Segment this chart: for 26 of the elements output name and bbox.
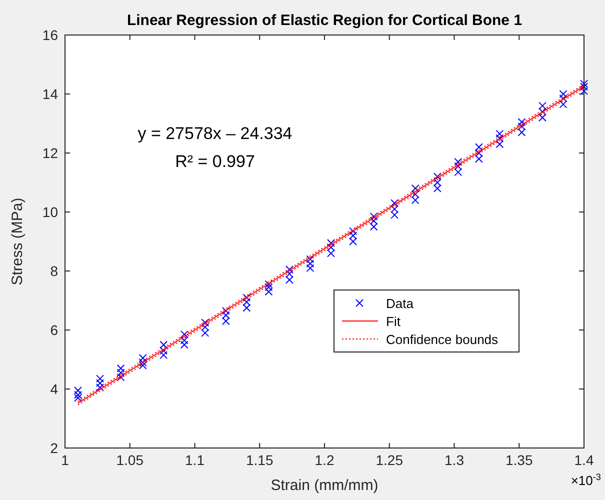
x-tick-label: 1.05 <box>116 452 144 468</box>
chart-title: Linear Regression of Elastic Region for Cortical Bone 1 <box>126 12 522 29</box>
legend-label: Confidence bounds <box>386 332 499 347</box>
x-tick-label: 1.35 <box>506 452 533 468</box>
x-tick-label: 1.2 <box>314 452 334 468</box>
legend-label: Fit <box>386 314 401 329</box>
y-tick-label: 4 <box>50 381 58 397</box>
x-axis-title: Strain (mm/mm) <box>270 477 378 494</box>
x-tick-label: 1.4 <box>574 452 594 468</box>
annotation: R² = 0.997 <box>175 152 255 171</box>
y-tick-label: 10 <box>42 204 58 220</box>
y-tick-label: 16 <box>42 27 58 43</box>
legend-label: Data <box>386 296 414 311</box>
annotation: y = 27578x – 24.334 <box>138 124 292 143</box>
x-tick-label: 1.1 <box>185 452 205 468</box>
y-tick-label: 2 <box>50 440 58 456</box>
y-tick-label: 8 <box>50 263 58 279</box>
x-tick-label: 1.3 <box>444 452 464 468</box>
x-tick-label: 1.25 <box>376 452 404 468</box>
y-axis-title: Stress (MPa) <box>9 198 26 286</box>
text: ×10$^{-3}$ <box>570 472 601 488</box>
y-tick-label: 14 <box>42 86 58 102</box>
y-tick-label: 6 <box>50 322 58 338</box>
x-tick-label: 1 <box>61 452 70 468</box>
y-tick-label: 12 <box>42 145 58 161</box>
x-tick-label: 1.15 <box>246 452 274 468</box>
